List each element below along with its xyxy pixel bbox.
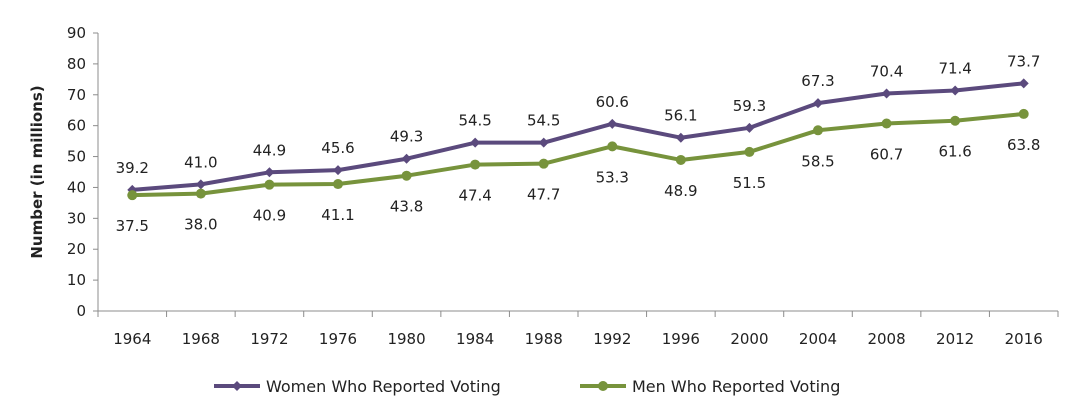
- data-point-circle: [744, 146, 755, 157]
- x-tick-label: 1972: [250, 330, 288, 348]
- data-label: 45.6: [321, 139, 354, 157]
- data-point-diamond: [264, 167, 275, 178]
- data-point-diamond: [401, 153, 412, 164]
- data-label: 39.2: [116, 159, 149, 177]
- chart-axes: 0 10 20 30 40 50 60 70 80 90 1964 1968 1972 1976 1980 1…: [67, 24, 1059, 348]
- series-lines: [132, 81, 1024, 198]
- x-tick-label: 2000: [730, 330, 768, 348]
- legend-marker-circle: [598, 381, 608, 391]
- data-label: 56.1: [664, 107, 697, 125]
- y-axis-title: Number (in millions): [28, 85, 46, 258]
- data-point-diamond: [607, 118, 618, 129]
- data-label: 41.1: [321, 206, 354, 224]
- data-label: 43.8: [390, 198, 423, 216]
- x-tick-label: 2004: [799, 330, 837, 348]
- data-point-diamond: [195, 179, 206, 190]
- y-tick-label: 40: [67, 178, 86, 196]
- data-point-circle: [333, 179, 343, 190]
- x-tick-label: 2008: [867, 330, 905, 348]
- data-label: 61.6: [938, 143, 971, 161]
- data-label: 49.3: [390, 128, 423, 146]
- data-point-diamond: [675, 132, 686, 143]
- data-label: 54.5: [527, 112, 560, 130]
- legend-label: Men Who Reported Voting: [632, 377, 840, 396]
- y-tick-label: 10: [67, 271, 86, 289]
- data-label: 44.9: [253, 141, 286, 159]
- data-point-diamond: [333, 165, 343, 176]
- series-line-0: [132, 81, 1024, 192]
- y-tick-label: 50: [67, 148, 86, 166]
- data-point-diamond: [470, 137, 481, 148]
- x-tick-label: 2016: [1005, 330, 1043, 348]
- data-label: 38.0: [184, 216, 217, 234]
- data-label: 59.3: [733, 97, 766, 115]
- data-label: 53.3: [596, 168, 629, 186]
- data-label: 51.5: [733, 174, 766, 192]
- data-label: 60.6: [596, 93, 629, 111]
- data-point-circle: [264, 179, 275, 190]
- data-point-diamond: [950, 85, 961, 96]
- legend-marker-diamond: [232, 381, 242, 391]
- x-tick-label: 1976: [319, 330, 357, 348]
- y-tick-label: 70: [67, 86, 86, 104]
- data-labels: 39.2 41.0 44.9 45.6 49.3 54.5 54.5 60.6 56.1 59.3…: [116, 52, 1041, 235]
- y-tick-label: 80: [67, 55, 86, 73]
- data-label: 67.3: [801, 72, 834, 90]
- data-label: 37.5: [116, 217, 149, 235]
- data-label: 40.9: [253, 207, 286, 225]
- y-tick-label: 60: [67, 117, 86, 135]
- y-tick-label: 20: [67, 240, 86, 258]
- data-point-diamond: [538, 137, 549, 148]
- data-label: 54.5: [458, 112, 491, 130]
- data-label: 47.4: [458, 187, 491, 205]
- x-tick-label: 1964: [113, 330, 151, 348]
- data-point-circle: [127, 190, 138, 201]
- data-label: 48.9: [664, 182, 697, 200]
- x-tick-label: 1980: [387, 330, 425, 348]
- data-point-diamond: [744, 122, 755, 133]
- data-point-circle: [538, 158, 549, 169]
- data-point-circle: [881, 118, 892, 129]
- data-point-circle: [1018, 108, 1029, 119]
- x-tick-label: 1968: [182, 330, 220, 348]
- data-point-circle: [950, 115, 961, 126]
- data-point-circle: [813, 125, 823, 136]
- x-tick-label: 2012: [936, 330, 974, 348]
- data-point-diamond: [1018, 78, 1029, 89]
- data-label: 41.0: [184, 153, 217, 171]
- legend-label: Women Who Reported Voting: [266, 377, 501, 396]
- data-label: 73.7: [1007, 52, 1040, 70]
- y-tick-label: 30: [67, 209, 86, 227]
- data-point-circle: [470, 159, 481, 170]
- data-label: 60.7: [870, 146, 903, 164]
- series-markers: [127, 78, 1029, 201]
- data-point-diamond: [813, 98, 823, 109]
- data-label: 47.7: [527, 186, 560, 204]
- data-label: 70.4: [870, 63, 903, 81]
- x-tick-label: 1988: [525, 330, 563, 348]
- series-line-1: [132, 111, 1024, 198]
- data-point-circle: [675, 154, 686, 165]
- x-tick-label: 1996: [662, 330, 700, 348]
- data-label: 58.5: [801, 152, 834, 170]
- data-label: 63.8: [1007, 136, 1040, 154]
- data-point-circle: [607, 141, 618, 152]
- data-point-diamond: [881, 88, 892, 99]
- data-label: 71.4: [938, 59, 971, 77]
- y-tick-label: 0: [76, 302, 86, 320]
- x-tick-label: 1984: [456, 330, 494, 348]
- legend: Women Who Reported Voting Men Who Reporte…: [214, 377, 840, 396]
- data-point-circle: [195, 188, 206, 199]
- y-tick-label: 90: [67, 24, 86, 42]
- x-tick-label: 1992: [593, 330, 631, 348]
- data-point-circle: [401, 170, 412, 181]
